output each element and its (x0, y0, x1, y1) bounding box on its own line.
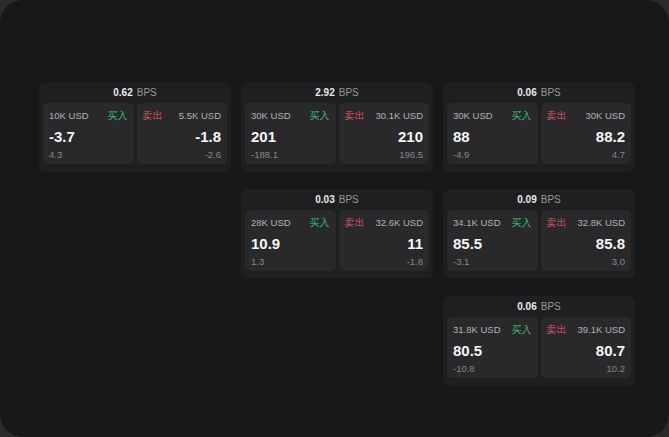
quote-card: 0.03 BPS 28K USD 买入 10.9 1.3 卖出 32.6K US… (241, 189, 433, 279)
sell-size: 30K USD (585, 109, 625, 122)
quote-grid: 0.62 BPS 10K USD 买入 -3.7 4.3 卖出 5.5K USD… (39, 82, 635, 386)
sell-size: 32.6K USD (375, 216, 423, 229)
buy-value: -3.7 (49, 127, 128, 146)
panels: 31.8K USD 买入 80.5 -10.8 卖出 39.1K USD 80.… (443, 317, 635, 386)
sell-label: 卖出 (345, 109, 365, 122)
bps-unit: BPS (339, 194, 359, 205)
quote-card: 0.09 BPS 34.1K USD 买入 85.5 -3.1 卖出 32.8K… (443, 189, 635, 279)
buy-label: 买入 (512, 323, 532, 336)
sell-size: 32.8K USD (577, 216, 625, 229)
buy-size: 30K USD (453, 109, 493, 122)
buy-value: 10.9 (251, 234, 330, 253)
buy-value: 80.5 (453, 341, 532, 360)
bps-unit: BPS (339, 87, 359, 98)
sell-label: 卖出 (547, 109, 567, 122)
buy-panel[interactable]: 34.1K USD 买入 85.5 -3.1 (447, 210, 538, 271)
buy-label: 买入 (512, 109, 532, 122)
buy-label: 买入 (108, 109, 128, 122)
buy-size: 10K USD (49, 109, 89, 122)
card-header: 0.03 BPS (241, 189, 433, 210)
buy-delta: -4.9 (453, 149, 532, 161)
bps-unit: BPS (137, 87, 157, 98)
buy-value: 85.5 (453, 234, 532, 253)
sell-label: 卖出 (143, 109, 163, 122)
buy-delta: -188.1 (251, 149, 330, 161)
sell-panel[interactable]: 卖出 30.1K USD 210 196.5 (339, 103, 430, 164)
sell-value: 210 (345, 127, 424, 146)
sell-panel[interactable]: 卖出 5.5K USD -1.8 -2.6 (137, 103, 228, 164)
bps-value: 0.62 (113, 87, 132, 98)
quote-card: 0.06 BPS 31.8K USD 买入 80.5 -10.8 卖出 39.1… (443, 296, 635, 386)
sell-value: -1.8 (143, 127, 222, 146)
sell-label: 卖出 (547, 216, 567, 229)
panels: 30K USD 买入 201 -188.1 卖出 30.1K USD 210 1… (241, 103, 433, 172)
sell-delta: 3.0 (547, 256, 626, 268)
card-header: 0.06 BPS (443, 82, 635, 103)
sell-size: 39.1K USD (577, 323, 625, 336)
quote-card: 0.06 BPS 30K USD 买入 88 -4.9 卖出 30K USD 8… (443, 82, 635, 172)
panels: 34.1K USD 买入 85.5 -3.1 卖出 32.8K USD 85.8… (443, 210, 635, 279)
buy-panel[interactable]: 30K USD 买入 201 -188.1 (245, 103, 336, 164)
bps-unit: BPS (541, 301, 561, 312)
buy-label: 买入 (512, 216, 532, 229)
buy-size: 31.8K USD (453, 323, 501, 336)
card-header: 2.92 BPS (241, 82, 433, 103)
sell-panel[interactable]: 卖出 39.1K USD 80.7 10.2 (541, 317, 632, 378)
quote-card: 0.62 BPS 10K USD 买入 -3.7 4.3 卖出 5.5K USD… (39, 82, 231, 172)
buy-label: 买入 (310, 216, 330, 229)
sell-size: 5.5K USD (179, 109, 221, 122)
buy-delta: 4.3 (49, 149, 128, 161)
buy-panel[interactable]: 30K USD 买入 88 -4.9 (447, 103, 538, 164)
buy-delta: -3.1 (453, 256, 532, 268)
buy-panel[interactable]: 31.8K USD 买入 80.5 -10.8 (447, 317, 538, 378)
sell-panel[interactable]: 卖出 32.6K USD 11 -1.8 (339, 210, 430, 271)
sell-value: 88.2 (547, 127, 626, 146)
sell-label: 卖出 (345, 216, 365, 229)
sell-value: 85.8 (547, 234, 626, 253)
sell-panel[interactable]: 卖出 30K USD 88.2 4.7 (541, 103, 632, 164)
sell-value: 80.7 (547, 341, 626, 360)
sell-delta: 10.2 (547, 363, 626, 375)
buy-size: 34.1K USD (453, 216, 501, 229)
sell-delta: -2.6 (143, 149, 222, 161)
panels: 10K USD 买入 -3.7 4.3 卖出 5.5K USD -1.8 -2.… (39, 103, 231, 172)
bps-value: 0.06 (517, 301, 536, 312)
buy-delta: 1.3 (251, 256, 330, 268)
sell-size: 30.1K USD (375, 109, 423, 122)
sell-label: 卖出 (547, 323, 567, 336)
sell-delta: -1.8 (345, 256, 424, 268)
sell-panel[interactable]: 卖出 32.8K USD 85.8 3.0 (541, 210, 632, 271)
bps-value: 2.92 (315, 87, 334, 98)
card-header: 0.62 BPS (39, 82, 231, 103)
panels: 28K USD 买入 10.9 1.3 卖出 32.6K USD 11 -1.8 (241, 210, 433, 279)
buy-size: 28K USD (251, 216, 291, 229)
sell-delta: 196.5 (345, 149, 424, 161)
buy-panel[interactable]: 10K USD 买入 -3.7 4.3 (43, 103, 134, 164)
panels: 30K USD 买入 88 -4.9 卖出 30K USD 88.2 4.7 (443, 103, 635, 172)
bps-unit: BPS (541, 194, 561, 205)
quote-card: 2.92 BPS 30K USD 买入 201 -188.1 卖出 30.1K … (241, 82, 433, 172)
bps-value: 0.03 (315, 194, 334, 205)
card-header: 0.09 BPS (443, 189, 635, 210)
buy-size: 30K USD (251, 109, 291, 122)
card-header: 0.06 BPS (443, 296, 635, 317)
bps-value: 0.09 (517, 194, 536, 205)
page-background: 0.62 BPS 10K USD 买入 -3.7 4.3 卖出 5.5K USD… (0, 0, 669, 437)
sell-delta: 4.7 (547, 149, 626, 161)
buy-panel[interactable]: 28K USD 买入 10.9 1.3 (245, 210, 336, 271)
buy-delta: -10.8 (453, 363, 532, 375)
bps-unit: BPS (541, 87, 561, 98)
sell-value: 11 (345, 234, 424, 253)
buy-value: 201 (251, 127, 330, 146)
buy-label: 买入 (310, 109, 330, 122)
buy-value: 88 (453, 127, 532, 146)
bps-value: 0.06 (517, 87, 536, 98)
